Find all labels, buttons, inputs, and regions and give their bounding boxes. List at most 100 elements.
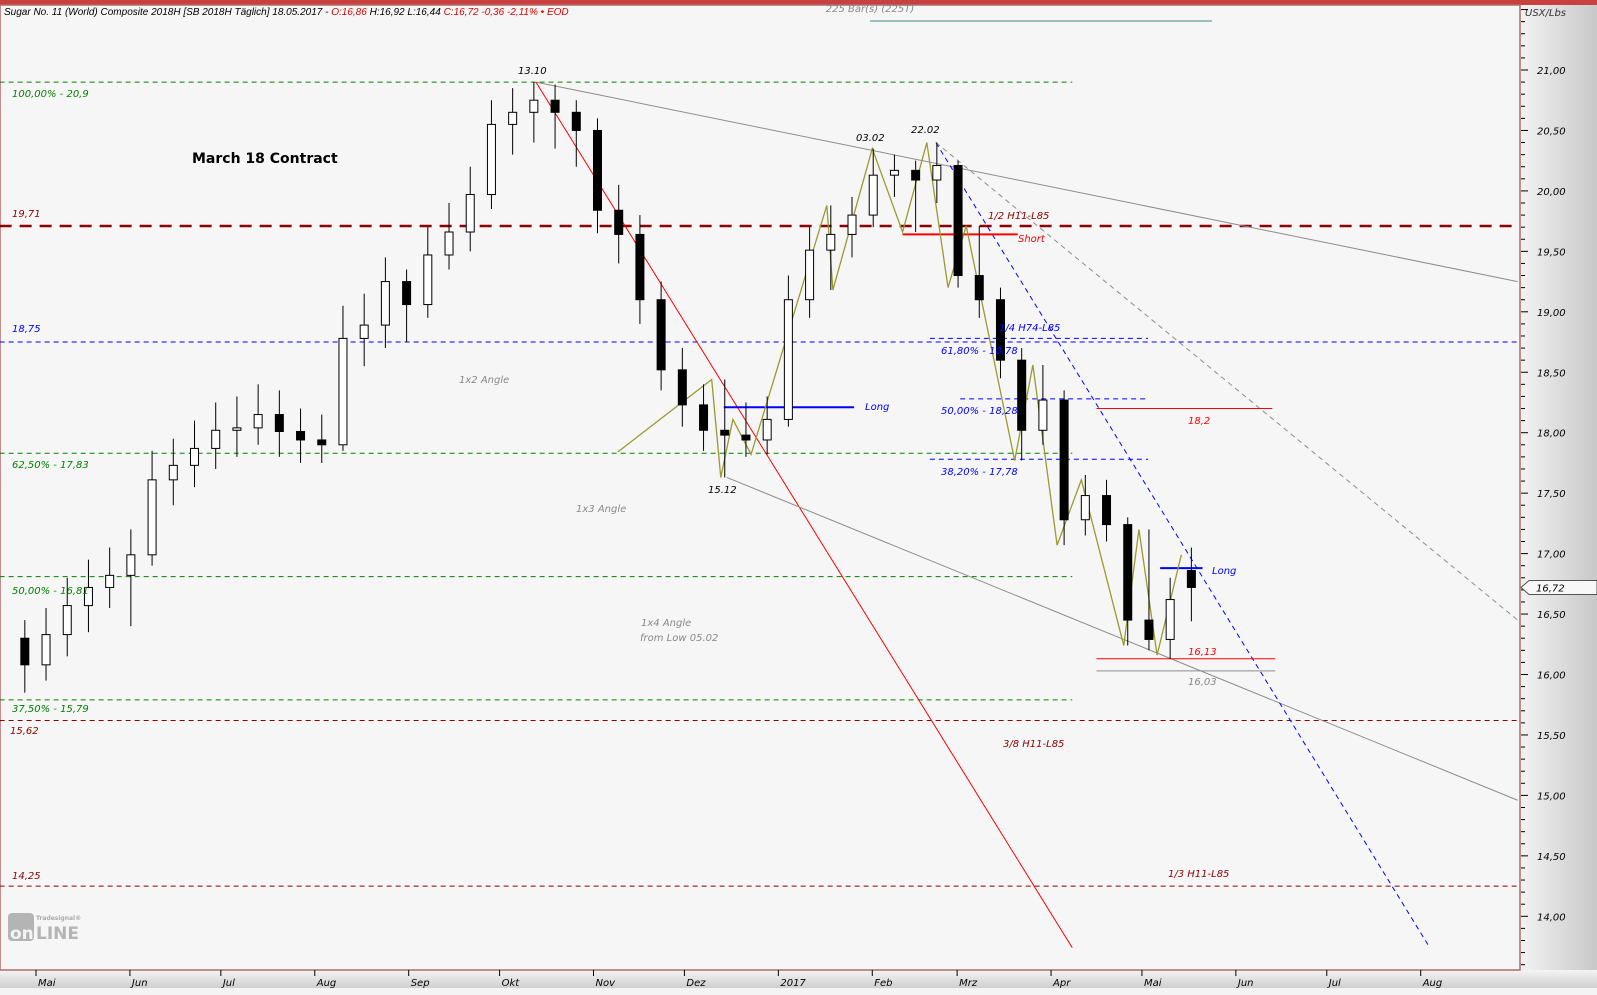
x-axis: Mai Jun Jul Aug Sep Okt Nov Dez 2017 Feb Mrz Apr Mai… — [35, 970, 1443, 989]
label-short: Short — [1018, 234, 1046, 245]
label-1-3-h11-l85: 1/3 H11-L85 — [1168, 869, 1229, 880]
label-fib-38-2: 38,20% - 17,78 — [941, 467, 1018, 478]
candle — [62, 577, 72, 657]
candle — [41, 608, 51, 681]
candle-body — [20, 637, 30, 666]
y-tick-label: 19,50 — [1537, 247, 1566, 258]
candle — [656, 281, 666, 391]
label-half-h11-l85: 1/2 H11-L85 — [988, 211, 1049, 222]
candle-body — [614, 209, 624, 235]
label-18-75: 18,75 — [12, 324, 41, 335]
x-tick-label: Jul — [221, 978, 235, 989]
candle-body — [889, 169, 899, 176]
label-fib-50-blue: 50,00% - 18,28 — [941, 406, 1018, 417]
candle — [232, 396, 242, 457]
candle-body — [380, 281, 390, 326]
chart-header: Sugar No. 11 (World) Composite 2018H [SB… — [4, 7, 569, 18]
label-peak-22-02: 22.02 — [911, 125, 940, 136]
candle — [550, 84, 560, 149]
candle-body — [359, 324, 369, 339]
label-fib-62-5: 62,50% - 17,83 — [12, 460, 89, 471]
plot-area[interactable] — [0, 4, 1521, 971]
candle-body — [677, 369, 687, 406]
x-tick-label: Feb — [874, 978, 892, 989]
y-axis-panel[interactable] — [1521, 5, 1597, 970]
candle-body — [486, 123, 496, 196]
candle — [974, 225, 984, 318]
label-long-2: Long — [1212, 566, 1236, 577]
candle — [105, 547, 115, 609]
last-price-marker: 16,72 — [1520, 579, 1597, 595]
candle — [995, 287, 1005, 379]
candle-body — [699, 404, 709, 431]
candle — [168, 438, 178, 506]
logo-brand: Tradesignal® — [36, 915, 81, 922]
candle-body — [126, 554, 136, 576]
candle-body — [1144, 619, 1154, 640]
candle — [402, 269, 412, 343]
candle — [359, 293, 369, 367]
candle — [932, 142, 942, 203]
candle-body — [656, 299, 666, 371]
label-14-25: 14,25 — [12, 871, 41, 882]
candle — [20, 620, 30, 693]
y-tick-label: 14,00 — [1537, 912, 1566, 923]
candle — [1123, 517, 1133, 646]
candle — [190, 420, 199, 488]
candle-body — [190, 447, 199, 466]
candle-body — [423, 254, 433, 306]
candle — [296, 408, 306, 463]
candle — [1186, 547, 1196, 622]
candle — [953, 160, 963, 288]
candle-body — [1059, 399, 1069, 521]
logo-line: LINE — [36, 924, 79, 944]
candle — [783, 275, 793, 427]
candle — [720, 379, 730, 478]
candle — [465, 166, 475, 252]
candle-body — [783, 299, 793, 420]
y-tick-label: 18,50 — [1537, 368, 1566, 379]
candle — [614, 184, 624, 264]
candle-body — [1186, 570, 1196, 588]
bar-count-label: 225 Bar(s) (225T) — [826, 4, 915, 15]
x-axis-panel[interactable] — [0, 971, 1597, 988]
candle-body — [444, 231, 454, 256]
label-long-1: Long — [865, 402, 889, 413]
x-tick-label: Apr — [1052, 978, 1071, 989]
candle-body — [253, 414, 263, 429]
y-tick-label: 18,00 — [1537, 429, 1566, 440]
candle-body — [826, 233, 836, 251]
logo-on: on — [10, 924, 34, 944]
y-axis-unit: USX/Lbs — [1525, 8, 1566, 19]
candle — [762, 396, 772, 455]
candle — [423, 227, 433, 318]
low-value: L:16,44 — [407, 7, 441, 18]
eod-badge: • EOD — [540, 7, 569, 18]
candle — [147, 450, 157, 566]
drawing-lines — [0, 81, 1518, 948]
candle — [1017, 348, 1027, 461]
candle — [1144, 529, 1154, 651]
x-tick-label: Mai — [38, 978, 56, 989]
x-tick-label: Dez — [686, 978, 706, 989]
candle-body — [338, 337, 348, 446]
candle — [677, 348, 687, 427]
candle-body — [953, 165, 963, 277]
candle — [847, 196, 857, 258]
status-strip — [0, 988, 1597, 995]
y-tick-label: 17,50 — [1537, 489, 1566, 500]
candle — [211, 402, 221, 469]
candle-body — [550, 99, 560, 113]
line-trend-blue — [935, 142, 1431, 948]
x-tick-label: Nov — [596, 978, 617, 989]
candle-body — [592, 129, 602, 211]
candle-body — [720, 429, 730, 436]
candle — [826, 205, 836, 291]
x-tick-label: Aug — [1422, 978, 1443, 989]
candle-body — [932, 165, 942, 181]
x-tick-label: Jun — [1236, 978, 1254, 989]
candle-body — [1102, 495, 1112, 526]
candle-body — [296, 430, 306, 441]
label-15-62: 15,62 — [10, 726, 39, 737]
